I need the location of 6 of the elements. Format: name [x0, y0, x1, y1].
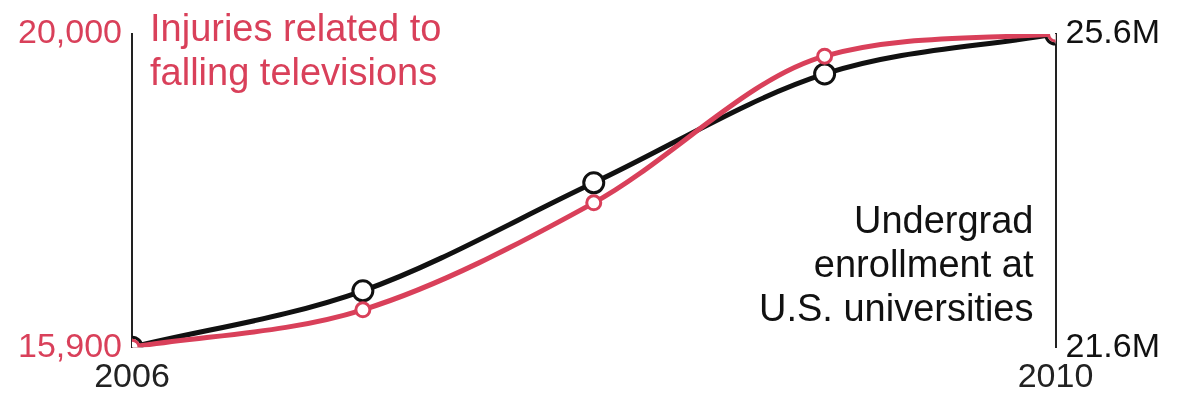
y-tick-label: 20,000 — [17, 12, 122, 51]
text: Undergrad enrollment at U.S. universities — [758, 198, 1034, 329]
y2-tick-label: 21.6M — [1065, 325, 1160, 364]
text: Injuries related to falling televisions — [149, 7, 442, 94]
y2-tick-label: 25.6M — [1065, 12, 1160, 51]
y-tick-label: 15,900 — [17, 325, 122, 364]
